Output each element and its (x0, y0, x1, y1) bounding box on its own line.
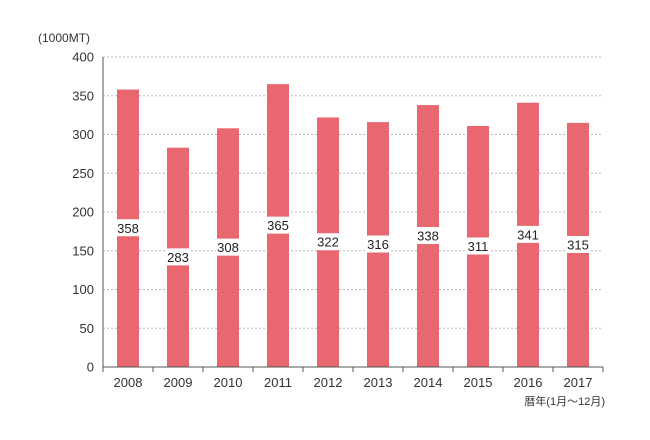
data-label-2009: 283 (167, 250, 189, 265)
x-tick-label-2016: 2016 (514, 375, 543, 390)
y-tick-label-50: 50 (80, 321, 94, 336)
data-label-2014: 338 (417, 229, 439, 244)
y-tick-label-0: 0 (87, 360, 94, 375)
data-label-2016: 341 (517, 227, 539, 242)
x-tick-label-2014: 2014 (414, 375, 443, 390)
x-axis-unit-label: 暦年(1月〜12月) (524, 394, 605, 408)
data-label-bg-2012 (316, 233, 340, 251)
x-tick-label-2010: 2010 (214, 375, 243, 390)
y-tick-label-400: 400 (72, 50, 94, 65)
data-label-2013: 316 (367, 237, 389, 252)
x-tick-label-2008: 2008 (114, 375, 143, 390)
data-label-bg-2010 (216, 238, 240, 256)
x-tick-label-2015: 2015 (464, 375, 493, 390)
data-label-2017: 315 (567, 237, 589, 252)
data-labels: 358 283 308 365 322 316 338 311 341 315 (116, 216, 590, 266)
data-label-2011: 365 (267, 218, 289, 233)
x-tick-label-2011: 2011 (264, 375, 292, 390)
x-tick-label-2012: 2012 (314, 375, 343, 390)
data-label-bg-2013 (366, 235, 390, 253)
axes: 0 50 100 150 200 250 300 350 400 2008 2009 2010 2011… (72, 50, 604, 390)
data-label-bg-2014 (416, 227, 440, 245)
x-tick-label-2017: 2017 (564, 375, 593, 390)
y-tick-label-300: 300 (72, 127, 94, 142)
x-tick-label-2009: 2009 (164, 375, 193, 390)
data-label-bg-2011 (266, 216, 290, 234)
data-label-bg-2009 (166, 248, 190, 266)
data-label-2008: 358 (117, 221, 139, 236)
y-tick-label-350: 350 (72, 88, 94, 103)
y-tick-label-100: 100 (72, 282, 94, 297)
data-label-bg-2015 (466, 237, 490, 255)
y-tick-label-250: 250 (72, 166, 94, 181)
data-label-2012: 322 (317, 235, 339, 250)
data-label-2015: 311 (468, 239, 489, 254)
data-label-bg-2017 (566, 235, 590, 253)
x-tick-label-2013: 2013 (364, 375, 393, 390)
y-tick-label-200: 200 (72, 205, 94, 220)
bars (117, 84, 589, 368)
y-tick-label-150: 150 (72, 243, 94, 258)
y-axis-unit-label: (1000MT) (38, 31, 90, 45)
data-label-bg-2008 (116, 219, 140, 237)
data-label-bg-2016 (516, 225, 540, 243)
data-label-2010: 308 (217, 240, 239, 255)
